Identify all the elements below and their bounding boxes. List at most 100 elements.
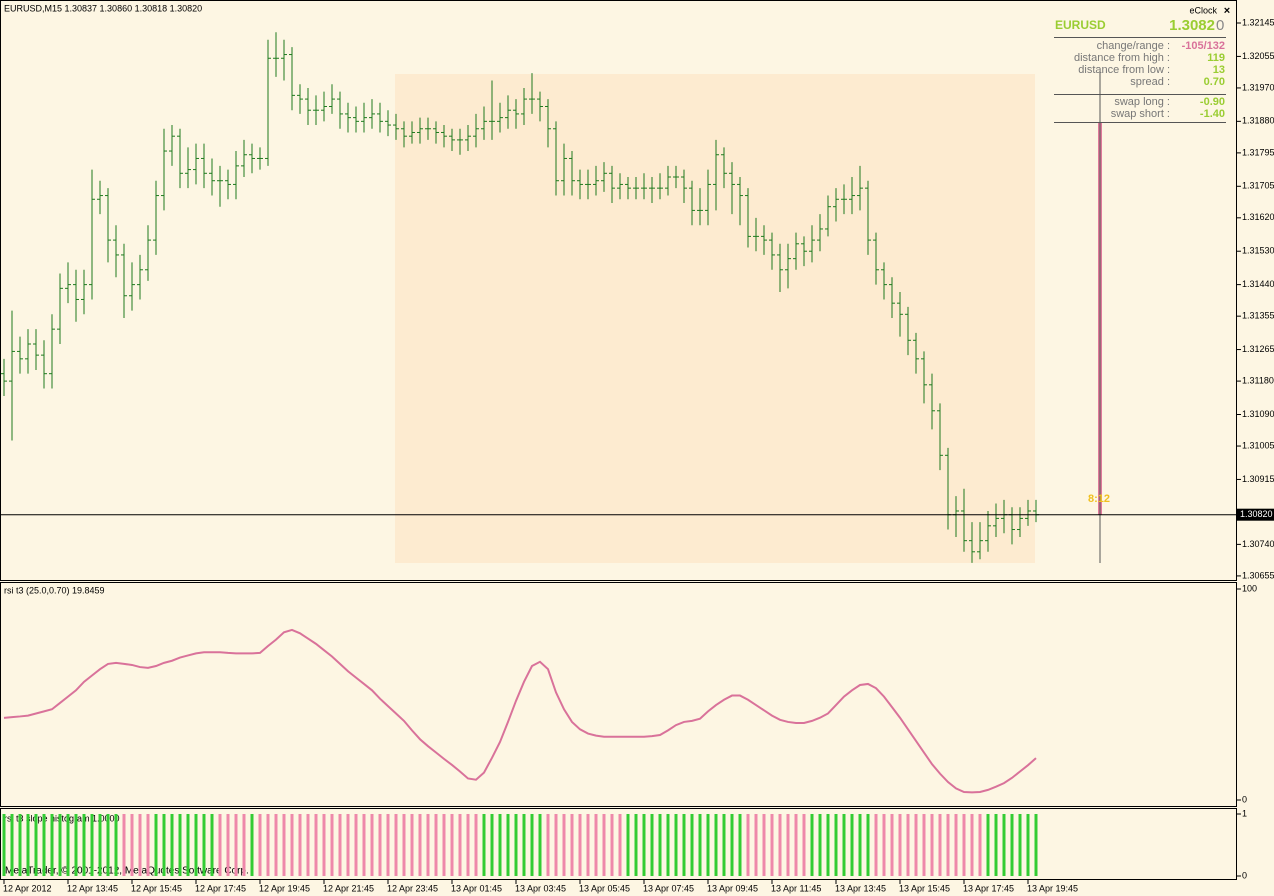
histogram-bar — [90, 814, 94, 876]
histogram-bar — [594, 814, 598, 876]
histogram-bar — [58, 814, 62, 876]
histogram-bar — [218, 814, 222, 876]
rsi-line — [3, 628, 1037, 794]
y-tick-label: 1.31705 — [1242, 181, 1274, 191]
histogram-bar — [306, 814, 310, 876]
y-tick-label: 1.32055 — [1242, 51, 1274, 61]
countdown: 8:12 — [1088, 493, 1110, 505]
histogram-bar — [930, 814, 934, 876]
histogram-bar — [722, 814, 726, 876]
histogram-bar — [786, 814, 790, 876]
histogram-bar — [578, 814, 582, 876]
histogram-bar — [418, 814, 422, 876]
histogram-bar — [82, 814, 86, 876]
histogram-bar — [154, 814, 158, 876]
row-value: -105/132 — [1182, 40, 1225, 52]
symbol: EURUSD — [1055, 18, 1106, 32]
histogram-bar — [746, 814, 750, 876]
histogram-bar — [26, 814, 30, 876]
histogram-bar — [666, 814, 670, 876]
y-tick-label: 1.31620 — [1242, 212, 1274, 222]
histogram-bar — [890, 814, 894, 876]
histogram-bar — [282, 814, 286, 876]
x-tick-label: 13 Apr 19:45 — [1027, 883, 1078, 893]
histogram-bar — [698, 814, 702, 876]
eclock-close[interactable]: × — [1224, 5, 1230, 17]
histogram-bar — [626, 814, 630, 876]
histogram-bar — [794, 814, 798, 876]
histogram-bar — [514, 814, 518, 876]
y-tick-label: 1.31440 — [1242, 279, 1274, 289]
x-tick-label: 13 Apr 11:45 — [771, 883, 821, 893]
y-tick-label: 1.30740 — [1242, 539, 1274, 549]
x-tick-label: 12 Apr 15:45 — [131, 883, 182, 893]
histogram-bar — [650, 814, 654, 876]
histogram-bar — [386, 814, 390, 876]
histogram-bar — [122, 814, 126, 876]
histogram-bar — [202, 814, 206, 876]
histogram-bar — [146, 814, 150, 876]
histogram-bar — [1026, 814, 1030, 876]
histogram-bar — [1002, 814, 1006, 876]
histogram-bar — [1018, 814, 1022, 876]
histogram-bar — [538, 814, 542, 876]
histogram-bar — [546, 814, 550, 876]
row-value: 119 — [1207, 52, 1225, 64]
histogram-bar — [394, 814, 398, 876]
y-tick-label: 1.31795 — [1242, 147, 1274, 157]
bid-main: 1.3082 — [1169, 17, 1215, 34]
histogram-bar — [562, 814, 566, 876]
histogram-bar — [426, 814, 430, 876]
histogram-title: rsi t3 slope histogram 1.0000 — [4, 813, 120, 823]
histogram-bar — [610, 814, 614, 876]
histogram-bar — [834, 814, 838, 876]
x-tick-label: 12 Apr 23:45 — [387, 883, 438, 893]
histogram-bar — [754, 814, 758, 876]
histogram-bar — [466, 814, 470, 876]
histogram-bar — [914, 814, 918, 876]
histogram-bar — [906, 814, 910, 876]
histogram-bar — [738, 814, 742, 876]
x-tick-label: 13 Apr 17:45 — [963, 883, 1014, 893]
row-value: -1.40 — [1200, 108, 1225, 120]
histogram-bar — [778, 814, 782, 876]
histogram-bar — [170, 814, 174, 876]
histogram-bar — [226, 814, 230, 876]
histogram-bar — [34, 814, 38, 876]
x-tick-label: 13 Apr 03:45 — [515, 883, 566, 893]
histogram-bar — [194, 814, 198, 876]
histogram-bar — [490, 814, 494, 876]
y-tick-label: 1.31880 — [1242, 116, 1274, 126]
rsi-panel-border — [0, 582, 1237, 807]
histogram-bar — [962, 814, 966, 876]
row-value: 13 — [1213, 64, 1225, 76]
histogram-bar — [338, 814, 342, 876]
histogram-bar — [970, 814, 974, 876]
y-tick-label: 0 — [1242, 794, 1247, 804]
y-tick-label: 100 — [1242, 583, 1257, 593]
histogram-bar — [378, 814, 382, 876]
histogram-bar — [858, 814, 862, 876]
x-tick-label: 13 Apr 13:45 — [835, 883, 886, 893]
row-label: distance from low : — [1078, 64, 1170, 76]
y-tick-label: 1.30655 — [1242, 570, 1274, 580]
histogram-bar — [818, 814, 822, 876]
histogram-bar — [658, 814, 662, 876]
histogram-bar — [570, 814, 574, 876]
histogram-bar — [274, 814, 278, 876]
eclock-title: eClock — [1189, 5, 1217, 15]
x-tick-label: 12 Apr 21:45 — [323, 883, 374, 893]
histogram-bar — [866, 814, 870, 876]
chart-title: EURUSD,M15 1.30837 1.30860 1.30818 1.308… — [4, 3, 202, 13]
bid-last-digit: 0 — [1216, 17, 1224, 34]
histogram-bar — [162, 814, 166, 876]
y-tick-label: 1.31530 — [1242, 246, 1274, 256]
histogram-bar — [1010, 814, 1014, 876]
histogram-bar — [586, 814, 590, 876]
y-tick-label: 1.31180 — [1242, 375, 1274, 385]
row-label: change/range : — [1097, 40, 1170, 52]
histogram-bar — [178, 814, 182, 876]
histogram-bar — [642, 814, 646, 876]
histogram-bar — [234, 814, 238, 876]
histogram-bar — [882, 814, 886, 876]
